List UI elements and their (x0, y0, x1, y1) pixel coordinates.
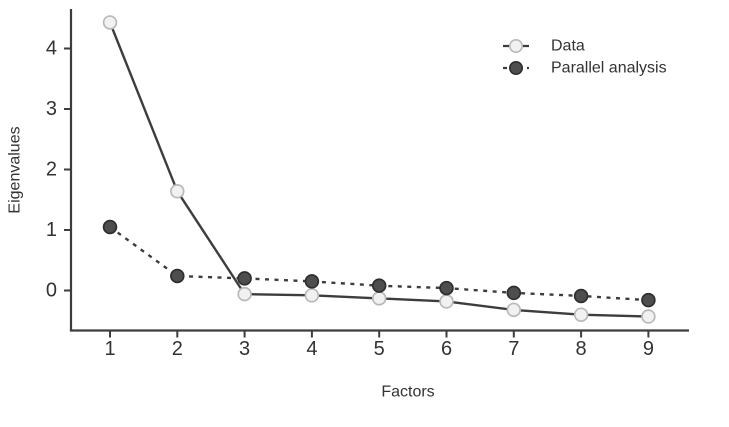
parallel-point-marker (506, 285, 522, 301)
y-tick-label: 3 (46, 98, 57, 120)
parallel-point-marker (304, 274, 320, 289)
y-axis-title: Eigenvalues (7, 126, 24, 213)
x-axis-title: Factors (381, 384, 434, 401)
y-tick-label: 4 (46, 38, 57, 60)
parallel-point-marker (237, 271, 252, 286)
parallel-point-marker (371, 278, 387, 293)
data-point-marker (573, 307, 589, 322)
data-point-marker (641, 309, 656, 324)
legend-item: Data (503, 38, 585, 55)
parallel-point-marker (641, 292, 656, 308)
x-tick-label: 2 (172, 338, 183, 360)
legend-key-marker (508, 38, 523, 53)
x-tick-label: 8 (576, 338, 587, 360)
parallel-point-marker (439, 280, 454, 296)
data-point-marker (371, 291, 387, 306)
data-point-marker (102, 15, 118, 30)
x-tick-label: 5 (374, 338, 385, 360)
legend-label: Parallel analysis (551, 60, 667, 77)
y-tick-label: 1 (46, 219, 57, 241)
y-tick-label: 2 (46, 159, 57, 181)
data-point-marker (170, 184, 185, 199)
x-tick-label: 1 (104, 338, 115, 360)
data-point-marker (237, 286, 252, 302)
legend-item: Parallel analysis (503, 60, 667, 77)
y-tick-label: 0 (46, 280, 57, 302)
x-tick-label: 9 (643, 338, 654, 360)
x-tick-label: 4 (306, 338, 317, 360)
x-tick-label: 6 (441, 338, 452, 360)
data-point-marker (304, 288, 320, 303)
parallel-point-marker (573, 288, 589, 304)
x-tick-label: 7 (508, 338, 519, 360)
x-tick-label: 3 (239, 338, 250, 360)
legend-label: Data (551, 38, 585, 55)
parallel-point-marker (102, 219, 118, 235)
parallel-point-marker (170, 268, 185, 284)
legend-key-marker (508, 60, 523, 75)
data-point-marker (506, 302, 522, 318)
data-point-marker (439, 294, 454, 309)
